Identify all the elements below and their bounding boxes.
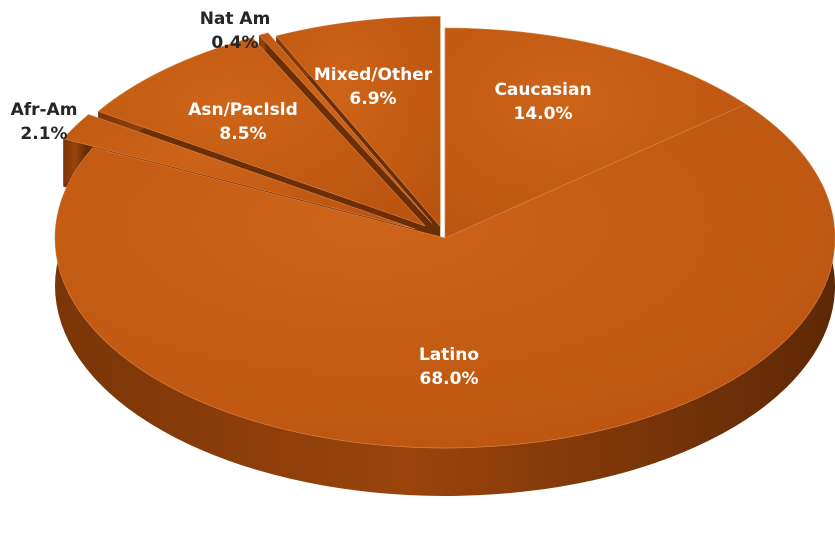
slice-value-afr-am: 2.1% bbox=[20, 124, 67, 144]
pie-labels: Caucasian 14.0% Latino 68.0% Afr-Am 2.1% Asn/P… bbox=[11, 9, 592, 389]
slice-label-caucasian: Caucasian bbox=[494, 80, 591, 100]
slice-label-nat-am: Nat Am bbox=[200, 9, 271, 29]
slice-value-nat-am: 0.4% bbox=[211, 33, 258, 53]
pie-slices bbox=[54, 16, 835, 449]
slice-label-afr-am: Afr-Am bbox=[11, 100, 78, 120]
slice-label-asn-pacisld: Asn/PacIsld bbox=[188, 100, 298, 120]
pie-slice-afr-am bbox=[62, 114, 416, 230]
pie-slice-nat-am bbox=[258, 32, 433, 224]
pie-slice-caucasian bbox=[444, 27, 747, 239]
slice-label-latino: Latino bbox=[419, 345, 479, 365]
slice-label-mixed-other: Mixed/Other bbox=[314, 65, 433, 85]
slice-value-latino: 68.0% bbox=[420, 369, 479, 389]
slice-value-caucasian: 14.0% bbox=[514, 104, 573, 124]
pie-slice-mixed-other bbox=[275, 16, 441, 228]
slice-value-asn-pacisld: 8.5% bbox=[219, 124, 266, 144]
pie-slice-asn-pacisld bbox=[97, 37, 426, 227]
slice-value-mixed-other: 6.9% bbox=[349, 89, 396, 109]
